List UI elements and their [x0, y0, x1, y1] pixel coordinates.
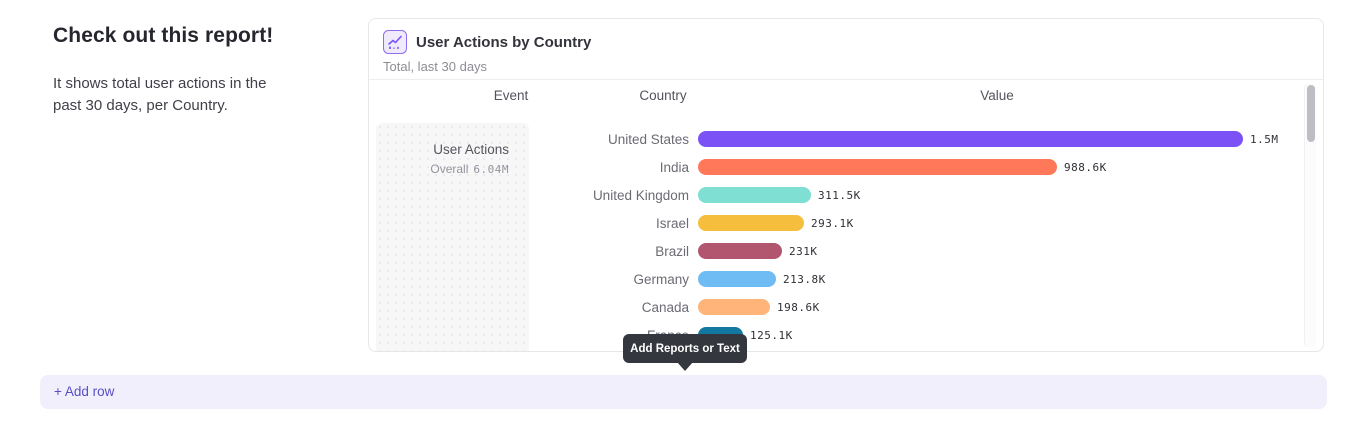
bar-row: United States 1.5M [369, 125, 1303, 153]
bar-rows: United States 1.5M India 988.6K United Kingd… [369, 125, 1303, 349]
add-row-button[interactable]: + Add row [40, 375, 1327, 409]
add-row-label: + Add row [54, 384, 115, 399]
country-label: Canada [641, 299, 689, 315]
bar-value-label: 125.1K [750, 328, 793, 342]
tooltip-arrow [677, 362, 693, 371]
country-label: United States [607, 131, 689, 147]
column-header-event: Event [493, 88, 529, 103]
bar-value-label: 311.5K [818, 188, 861, 202]
bar-value-label: 198.6K [777, 300, 820, 314]
event-name: User Actions [433, 142, 509, 157]
overall-label: Overall [430, 162, 469, 176]
bar-row: Canada 198.6K [369, 293, 1303, 321]
report-subtitle: Total, last 30 days [383, 59, 488, 74]
bar[interactable] [698, 159, 1057, 175]
column-header-value: Value [980, 88, 1014, 103]
column-header-country: Country [639, 88, 687, 103]
country-label: Israel [655, 215, 689, 231]
country-label: India [659, 159, 689, 175]
report-card: User Actions by Country Total, last 30 d… [368, 18, 1324, 352]
report-chart-area: Event Country Value User Actions Overall… [369, 80, 1323, 351]
country-label: United Kingdom [592, 187, 689, 203]
bar-value-label: 293.1K [811, 216, 854, 230]
bar[interactable] [698, 243, 782, 259]
line-chart-icon [383, 30, 407, 54]
country-label: Germany [633, 271, 689, 287]
bar-value-label: 988.6K [1064, 160, 1107, 174]
tooltip-label: Add Reports or Text [630, 342, 740, 355]
intro-block: Check out this report! It shows total us… [53, 24, 313, 114]
add-reports-tooltip: Add Reports or Text [623, 334, 747, 371]
bar-row: France125.1K [369, 321, 1303, 349]
report-card-header: User Actions by Country Total, last 30 d… [369, 19, 1323, 80]
page-title: Check out this report! [53, 24, 274, 47]
report-title: User Actions by Country [416, 33, 592, 51]
bar[interactable] [698, 187, 811, 203]
bar[interactable] [698, 271, 776, 287]
bar-row: Brazil 231K [369, 237, 1303, 265]
bar-value-label: 213.8K [783, 272, 826, 286]
chart-scrollbar-thumb[interactable] [1306, 85, 1315, 142]
bar[interactable] [698, 299, 770, 315]
overall-value: 6.04M [473, 163, 509, 176]
chart-scrollbar-track[interactable] [1304, 83, 1316, 348]
bar-row: Israel 293.1K [369, 209, 1303, 237]
event-overall: Overall 6.04M [376, 162, 509, 176]
event-panel[interactable]: User Actions Overall 6.04M [376, 123, 529, 351]
bar-value-label: 231K [789, 244, 818, 258]
bar-value-label: 1.5M [1250, 132, 1279, 146]
country-label: Brazil [655, 243, 689, 259]
bar-row: India 988.6K [369, 153, 1303, 181]
page-description: It shows total user actions in the past … [53, 75, 267, 114]
bar-row: United Kingdom 311.5K [369, 181, 1303, 209]
bar-row: Germany 213.8K [369, 265, 1303, 293]
bar[interactable] [698, 215, 804, 231]
bar[interactable] [698, 131, 1243, 147]
